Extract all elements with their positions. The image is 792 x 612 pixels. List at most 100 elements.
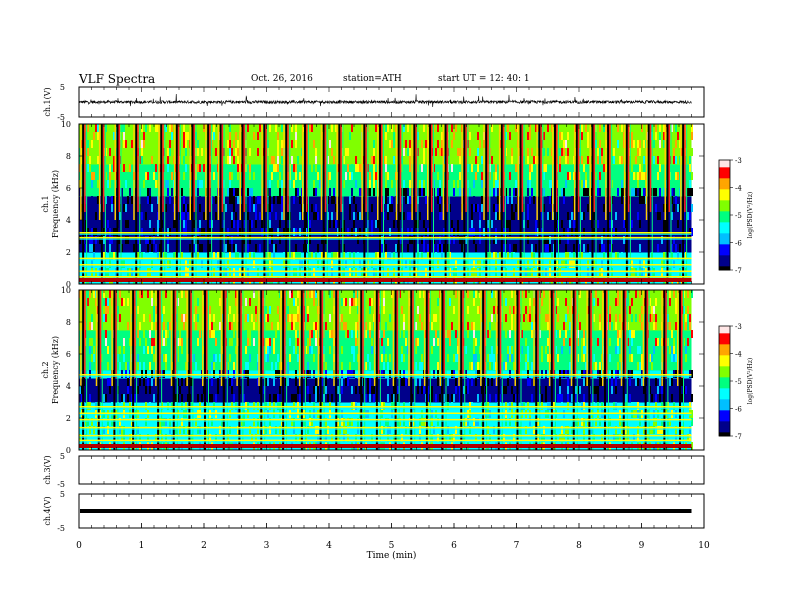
- ch2-spectrogram-cell: [393, 402, 395, 410]
- ch2-spectrogram-cell: [631, 354, 633, 362]
- ch1-spectrogram-cell: [197, 268, 199, 276]
- ch1-spectrogram-band: [79, 212, 692, 217]
- ch2-spectrogram-cell: [345, 322, 347, 330]
- ch2-spectrogram-cell: [629, 370, 631, 378]
- ch2-spectrogram-cell: [629, 306, 631, 314]
- ch1-spectrogram-cell: [347, 252, 349, 260]
- ch2-spectrogram-cell: [489, 394, 491, 402]
- ch1-spectrogram-burst-green: [670, 124, 672, 284]
- ch2-spectrogram-cell: [277, 354, 279, 362]
- ch2-spectrogram-cell: [147, 418, 149, 426]
- ch1-spectrogram-cell: [311, 220, 313, 228]
- ch1-spectrogram-cell: [123, 132, 125, 140]
- ch1-spectrogram-cell: [355, 180, 357, 188]
- ch1-spectrogram-cell: [573, 244, 575, 252]
- ch1-spectrogram-cell: [637, 140, 639, 148]
- ch1-spectrogram-cell: [601, 260, 603, 268]
- ch1-spectrogram-cell: [479, 268, 481, 276]
- ch1-spectrogram-cell: [273, 204, 275, 212]
- ch2-spectrogram-cell: [657, 338, 659, 346]
- ch1-spectrogram-cell: [343, 268, 345, 276]
- ch2-spectrogram-cell: [661, 410, 663, 418]
- ch1-spectrogram-cell: [573, 260, 575, 268]
- ch1-spectrogram-cell: [143, 140, 145, 148]
- ch1-spectrogram-cell: [479, 236, 481, 244]
- ch2-spectrogram-cell: [229, 338, 231, 346]
- ch1-spectrogram-cell: [197, 164, 199, 172]
- ch1-spectrogram-cell: [663, 124, 665, 132]
- ch1-spectrogram-cell: [403, 148, 405, 156]
- ch1-spectrogram-cell: [573, 236, 575, 244]
- ch1-spectrogram-cell: [535, 132, 537, 140]
- ch1-spectrogram-burst-dark: [219, 124, 222, 284]
- ch2-spectrogram-cell: [581, 418, 583, 426]
- ch1-spectrogram-cell: [357, 236, 359, 244]
- ch2-spectrogram-cell: [99, 402, 101, 410]
- ch1-spectrogram-cell: [271, 268, 273, 276]
- ch1-spectrogram-cell: [311, 252, 313, 260]
- ch2-spectrogram-cell: [639, 290, 641, 298]
- ch1-spectrogram-cell: [673, 236, 675, 244]
- ch2-spectrogram-cell: [369, 290, 371, 298]
- ch2-spectrogram-cell: [537, 402, 539, 410]
- ch2-spectrogram-cell: [475, 354, 477, 362]
- ch1-spectrogram-cell: [145, 156, 147, 164]
- ch2-spectrogram-cell: [619, 290, 621, 298]
- ch2-spectrogram-cell: [597, 410, 599, 418]
- ch1-spectrogram-cell: [585, 180, 587, 188]
- ch1-spectrogram-cell: [521, 252, 523, 260]
- ch2-spectrogram-cell: [273, 410, 275, 418]
- ch2-spectrogram-cell: [615, 378, 617, 386]
- ch2-spectrogram-cell: [337, 426, 339, 434]
- ch1-spectrogram-burst-yellow: [536, 124, 538, 220]
- ch1-spectrogram-cell: [565, 180, 567, 188]
- ch1-spectrogram-cell: [239, 228, 241, 236]
- ch1-spectrogram-burst-yellow: [411, 124, 413, 220]
- ch1-spectrogram-cell: [333, 244, 335, 252]
- ch2-spectrogram-cell: [297, 386, 299, 394]
- ch2-spectrogram-cell: [637, 362, 639, 370]
- ch2-spectrogram-cell: [293, 322, 295, 330]
- ch2-spectrogram-cell: [103, 290, 105, 298]
- ch2-spectrogram-cell: [569, 330, 571, 338]
- ch2-spectrogram-cell: [155, 434, 157, 442]
- ch2-spectrogram-cell: [229, 362, 231, 370]
- ch1-spectrogram-cell: [387, 252, 389, 260]
- ch2-spectrogram-cell: [457, 338, 459, 346]
- ch2-spectrogram-cell: [103, 394, 105, 402]
- ch2-spectrogram-cell: [135, 410, 137, 418]
- ch2-spectrogram-cell: [635, 362, 637, 370]
- ch2-spectrogram-band: [79, 430, 692, 435]
- ch2-spectrogram-cell: [491, 354, 493, 362]
- ch2-spectrogram-cell: [677, 418, 679, 426]
- ch1-spectrogram-cell: [537, 236, 539, 244]
- ch1-spectrogram-cell: [237, 188, 239, 196]
- ch1-spectrogram-cell: [491, 260, 493, 268]
- ch2-spectrogram-cell: [281, 330, 283, 338]
- ch1-spectrogram-cell: [235, 132, 237, 140]
- ch1-spectrogram-cell: [145, 172, 147, 180]
- ch2-spectrogram-cell: [175, 426, 177, 434]
- ch2-spectrogram-cell: [481, 386, 483, 394]
- ch1-spectrogram-cell: [547, 212, 549, 220]
- ch2-spectrogram-cell: [165, 314, 167, 322]
- ch1-spectrogram-cell: [481, 204, 483, 212]
- ch2-spectrogram-cell: [485, 386, 487, 394]
- ch1-spectrogram-cell: [513, 268, 515, 276]
- ch1-spectrogram-cell: [345, 204, 347, 212]
- ch2-spectrogram-cell: [427, 426, 429, 434]
- ch2-spectrogram-cell: [107, 298, 109, 306]
- ch1-spectrogram-burst-dark: [666, 124, 669, 284]
- ch1-spectrogram-burst-yellow: [158, 124, 160, 220]
- ch1-spectrogram-burst-yellow: [498, 124, 501, 220]
- ch1-spectrogram-cell: [679, 188, 681, 196]
- ch1-spectrogram-cell: [81, 156, 83, 164]
- ch2-spectrogram-cell: [577, 354, 579, 362]
- ch1-spectrogram-cell: [603, 252, 605, 260]
- ch2-spectrogram-cell: [399, 330, 401, 338]
- ch2-spectrogram-cell: [591, 362, 593, 370]
- ch1-spectrogram-cell: [593, 212, 595, 220]
- ch2-spectrogram-cell: [251, 426, 253, 434]
- ch2-spectrogram-cell: [687, 386, 689, 394]
- ch2-spectrogram-cell: [275, 370, 277, 378]
